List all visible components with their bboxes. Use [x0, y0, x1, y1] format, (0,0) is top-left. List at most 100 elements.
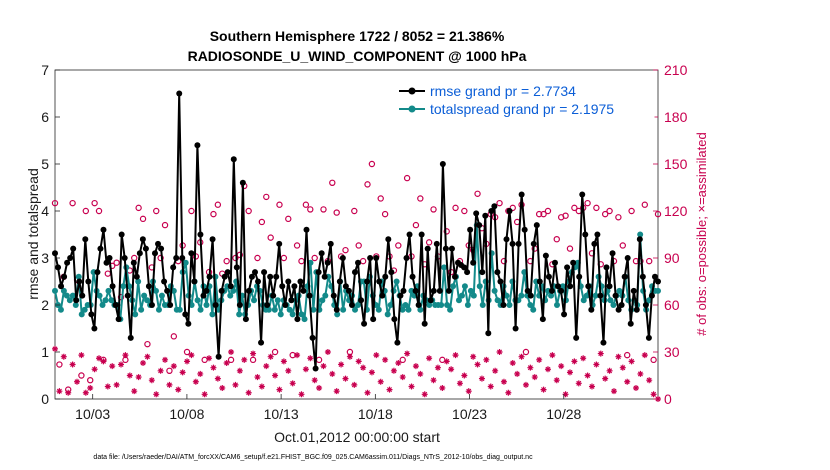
obs-assimilated-point	[245, 389, 252, 396]
obs-assimilated-point	[118, 361, 125, 368]
totalspread-point	[158, 292, 165, 299]
rmse-point	[112, 302, 119, 308]
totalspread-point	[375, 306, 382, 313]
obs-possible-point	[601, 210, 609, 218]
obs-assimilated-point	[135, 374, 142, 381]
rmse-point	[651, 273, 658, 280]
obs-possible-point	[403, 174, 411, 182]
rmse-point	[470, 259, 477, 266]
obs-possible-point	[258, 218, 266, 226]
obs-assimilated-point	[452, 352, 459, 359]
obs-possible-point	[166, 367, 173, 374]
rmse-point	[545, 273, 552, 280]
obs-possible-point	[271, 348, 279, 356]
obs-possible-point	[210, 210, 217, 218]
rmse-point	[203, 287, 210, 294]
obs-assimilated-point	[285, 367, 292, 374]
obs-assimilated-series	[52, 345, 661, 402]
obs-possible-point	[232, 254, 239, 262]
rmse-point	[258, 339, 265, 346]
rmse-point	[551, 259, 558, 266]
rmse-point	[555, 283, 562, 290]
totalspread-point	[354, 302, 361, 308]
obs-assimilated-point	[276, 386, 283, 393]
obs-assimilated-point	[267, 353, 274, 360]
obs-possible-point	[91, 199, 98, 207]
totalspread-point	[289, 311, 296, 318]
totalspread-point	[230, 287, 237, 294]
obs-possible-point	[606, 207, 613, 215]
totalspread-point	[554, 302, 561, 308]
rmse-point	[61, 273, 68, 280]
x-tick-label: 10/18	[358, 406, 393, 422]
obs-assimilated-point	[632, 385, 639, 392]
obs-assimilated-point	[505, 389, 512, 396]
obs-assimilated-point	[399, 374, 406, 381]
rmse-point	[427, 297, 434, 304]
obs-assimilated-point	[324, 349, 331, 355]
totalspread-point	[405, 306, 412, 313]
obs-assimilated-point	[294, 352, 301, 359]
rmse-point	[348, 302, 355, 308]
totalspread-point	[455, 297, 462, 304]
obs-possible-point	[144, 340, 151, 348]
y-left-tick-label: 0	[41, 391, 49, 407]
obs-possible-point	[95, 207, 103, 215]
totalspread-point	[78, 311, 85, 318]
rmse-point	[67, 255, 74, 261]
rmse-point	[500, 302, 507, 308]
rmse-point	[118, 231, 125, 238]
obs-possible-point	[329, 179, 336, 186]
rmse-point	[297, 278, 304, 285]
rmse-point	[570, 259, 577, 266]
rmse-point	[230, 156, 237, 163]
rmse-point	[567, 283, 574, 290]
obs-possible-point	[342, 246, 349, 254]
rmse-point	[403, 255, 410, 261]
rmse-point	[58, 283, 65, 290]
rmse-point	[391, 316, 398, 323]
rmse-point	[79, 292, 86, 299]
y-left-tick-label: 1	[41, 344, 49, 360]
rmse-point	[464, 269, 471, 276]
rmse-point	[524, 287, 531, 294]
rmse-point	[276, 240, 283, 247]
rmse-point	[209, 236, 216, 243]
obs-assimilated-point	[131, 388, 138, 395]
x-tick-label: 10/13	[264, 406, 299, 422]
rmse-point	[421, 320, 428, 327]
obs-assimilated-point	[140, 359, 147, 366]
legend-box	[391, 79, 655, 119]
rmse-point	[351, 269, 358, 276]
obs-assimilated-point	[386, 386, 393, 393]
rmse-point	[94, 269, 101, 276]
obs-assimilated-point	[496, 349, 503, 355]
obs-assimilated-point	[628, 358, 635, 365]
rmse-point	[176, 90, 183, 97]
obs-assimilated-point	[426, 355, 433, 362]
totalspread-point	[607, 297, 614, 304]
totalspread-point	[194, 297, 201, 304]
rmse-point	[600, 339, 607, 346]
rmse-point	[512, 325, 519, 332]
rmse-point	[476, 222, 483, 229]
obs-assimilated-point	[368, 369, 375, 376]
obs-assimilated-point	[500, 378, 507, 385]
rmse-point	[291, 283, 298, 290]
obs-assimilated-point	[646, 377, 653, 384]
rmse-point	[76, 278, 83, 285]
rmse-point	[382, 273, 389, 280]
rmse-point	[309, 334, 316, 341]
rmse-point	[488, 208, 495, 214]
rmse-point	[115, 316, 122, 323]
rmse-point	[285, 278, 292, 285]
obs-possible-point	[87, 377, 94, 384]
rmse-point	[606, 283, 613, 290]
data-file-footer: data file: /Users/raeder/DAI/ATM_forcXX/…	[93, 454, 533, 461]
totalspread-point	[461, 283, 468, 290]
rmse-point	[370, 316, 377, 323]
rmse-point	[506, 208, 513, 214]
rmse-point	[503, 236, 510, 243]
totalspread-point	[583, 292, 590, 299]
rmse-point	[615, 306, 622, 313]
